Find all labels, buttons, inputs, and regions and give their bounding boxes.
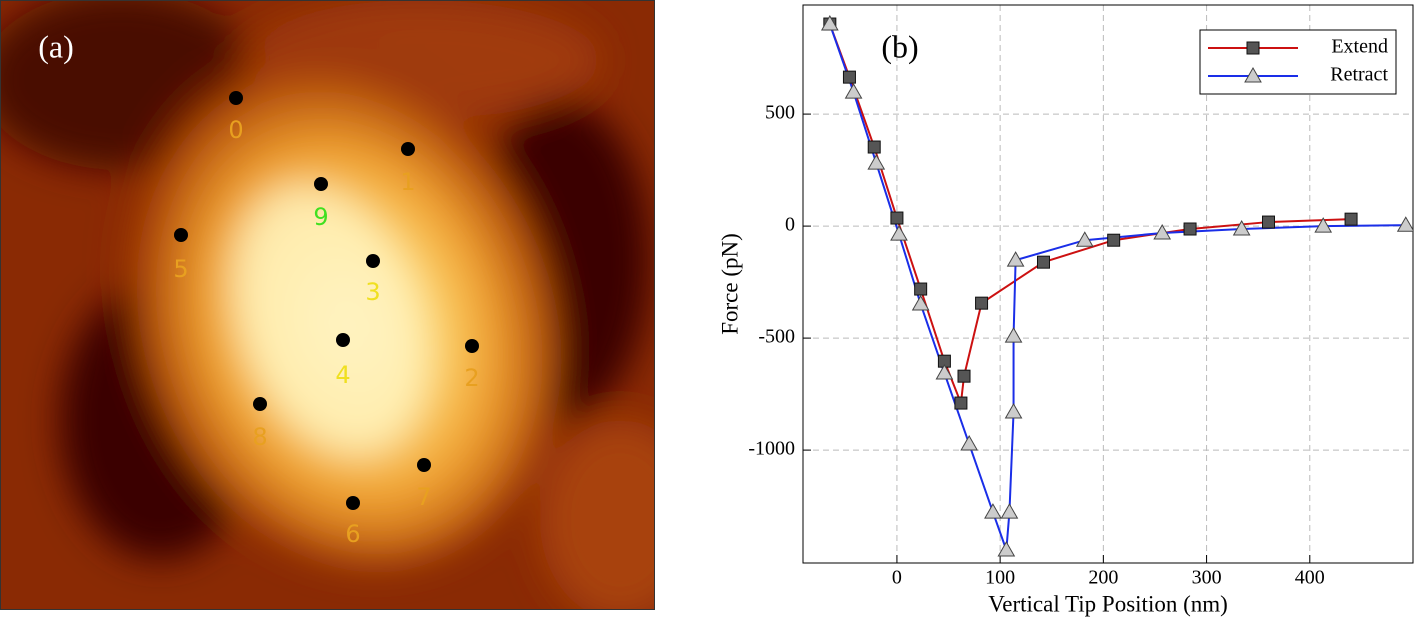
point-label: 0 [228, 116, 243, 144]
marker [957, 369, 971, 383]
y-tick-label: -500 [758, 326, 795, 348]
marker-dot [253, 397, 267, 411]
legend-box [1199, 29, 1397, 95]
marker-dot [401, 142, 415, 156]
marker [1396, 216, 1413, 232]
point-label: 1 [400, 168, 415, 196]
panel-label: (a) [38, 28, 74, 64]
marker [890, 225, 908, 241]
marker [975, 296, 989, 310]
marker [867, 154, 886, 170]
x-tick-label: 100 [985, 567, 1015, 589]
marker [935, 364, 954, 380]
point-label: 8 [252, 423, 267, 451]
y-tick-label: -1000 [748, 438, 795, 460]
point-label: 3 [365, 278, 380, 306]
marker [1183, 222, 1197, 236]
afm-image [0, 0, 655, 610]
marker [1344, 212, 1358, 226]
marker-dot [314, 177, 328, 191]
x-axis-label: Vertical Tip Position (nm) [988, 591, 1228, 616]
marker-dot [174, 228, 188, 242]
marker [1314, 217, 1333, 233]
marker [1004, 403, 1023, 419]
legend-marker [1246, 41, 1260, 55]
marker-dot [346, 496, 360, 510]
y-tick-label: 0 [785, 214, 795, 236]
y-axis-label: Force (pN) [717, 233, 742, 335]
point-label: 2 [464, 364, 479, 392]
marker [997, 541, 1016, 557]
marker [1000, 503, 1019, 519]
point-label: 5 [173, 255, 188, 283]
marker [960, 435, 979, 451]
marker-dot [366, 254, 380, 268]
plot-area [803, 5, 1413, 563]
legend-marker [1244, 66, 1262, 83]
point-label: 4 [335, 361, 350, 389]
marker [1075, 231, 1094, 247]
marker [1232, 219, 1251, 236]
point-label: 9 [313, 203, 328, 231]
y-tick-label: 500 [765, 102, 795, 124]
x-tick-label: 400 [1295, 567, 1325, 589]
x-tick-label: 200 [1088, 567, 1118, 589]
legend-label: Retract [1330, 64, 1388, 86]
marker [1107, 233, 1121, 247]
marker-dot [336, 333, 350, 347]
marker-dot [229, 91, 243, 105]
marker [1153, 224, 1172, 240]
marker [867, 140, 881, 154]
marker-dot [417, 458, 431, 472]
plot-content [820, 15, 1413, 557]
marker [842, 70, 856, 84]
point-label: 7 [416, 483, 431, 511]
marker [1036, 255, 1050, 269]
marker [954, 396, 968, 410]
marker [914, 282, 928, 296]
marker [984, 503, 1002, 519]
x-tick-label: 300 [1192, 567, 1222, 589]
point-label: 6 [345, 520, 360, 548]
marker-dot [465, 339, 479, 353]
x-tick-label: 0 [892, 567, 902, 589]
marker [820, 15, 839, 31]
marker [1006, 251, 1025, 267]
legend-label: Extend [1331, 36, 1388, 58]
marker [911, 295, 930, 311]
marker [890, 211, 904, 225]
marker [844, 83, 863, 99]
plot-frame [802, 4, 1414, 564]
panel-label: (b) [881, 28, 918, 64]
marker [1261, 215, 1275, 229]
marker [1004, 327, 1023, 343]
